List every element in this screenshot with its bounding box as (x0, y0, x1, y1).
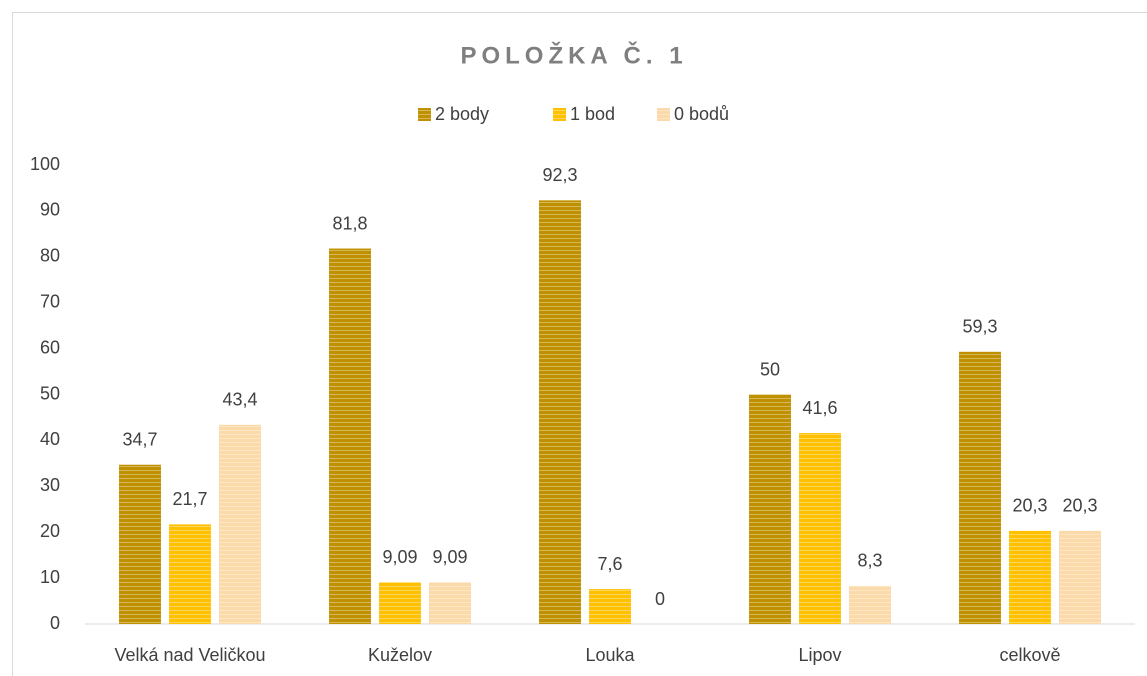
x-tick-label: Kuželov (368, 645, 432, 665)
bar (849, 585, 891, 624)
legend-swatch (418, 108, 431, 121)
bar (749, 394, 791, 624)
y-tick-label: 90 (40, 200, 60, 220)
bar (959, 351, 1001, 624)
x-tick-label: Velká nad Veličkou (114, 645, 265, 665)
bar (329, 248, 371, 624)
y-tick-label: 30 (40, 475, 60, 495)
data-label: 20,3 (1062, 496, 1097, 516)
legend-swatch (553, 108, 566, 121)
data-label: 0 (655, 589, 665, 609)
y-tick-label: 40 (40, 429, 60, 449)
data-label: 9,09 (382, 547, 417, 567)
bar (169, 524, 211, 624)
data-label: 92,3 (542, 165, 577, 185)
data-label: 34,7 (122, 429, 157, 449)
data-label: 20,3 (1012, 496, 1047, 516)
data-label: 50 (760, 359, 780, 379)
bar (219, 424, 261, 624)
chart-title: POLOŽKA Č. 1 (460, 41, 687, 69)
data-label: 81,8 (332, 213, 367, 233)
bar (119, 464, 161, 624)
data-label: 43,4 (222, 390, 257, 410)
y-tick-label: 70 (40, 291, 60, 311)
bar (799, 433, 841, 624)
data-label: 21,7 (172, 489, 207, 509)
bar (379, 582, 421, 624)
y-tick-label: 20 (40, 521, 60, 541)
y-tick-label: 80 (40, 246, 60, 266)
bar (539, 200, 581, 624)
data-label: 7,6 (597, 554, 622, 574)
data-label: 8,3 (857, 551, 882, 571)
bar (429, 582, 471, 624)
legend-label: 0 bodů (674, 104, 729, 124)
data-label: 59,3 (962, 317, 997, 337)
y-tick-label: 60 (40, 337, 60, 357)
x-tick-label: celkově (999, 645, 1060, 665)
y-tick-label: 0 (50, 613, 60, 633)
data-label: 41,6 (802, 398, 837, 418)
y-tick-label: 100 (30, 154, 60, 174)
y-tick-label: 50 (40, 383, 60, 403)
y-tick-label: 10 (40, 567, 60, 587)
x-tick-label: Louka (585, 645, 635, 665)
data-label: 9,09 (432, 547, 467, 567)
legend-swatch (657, 108, 670, 121)
bar (589, 589, 631, 624)
chart-frame (12, 12, 1147, 676)
legend-label: 1 bod (570, 104, 615, 124)
bar (1009, 530, 1051, 624)
x-tick-label: Lipov (798, 645, 841, 665)
bar (1059, 530, 1101, 624)
legend-label: 2 body (435, 104, 489, 124)
